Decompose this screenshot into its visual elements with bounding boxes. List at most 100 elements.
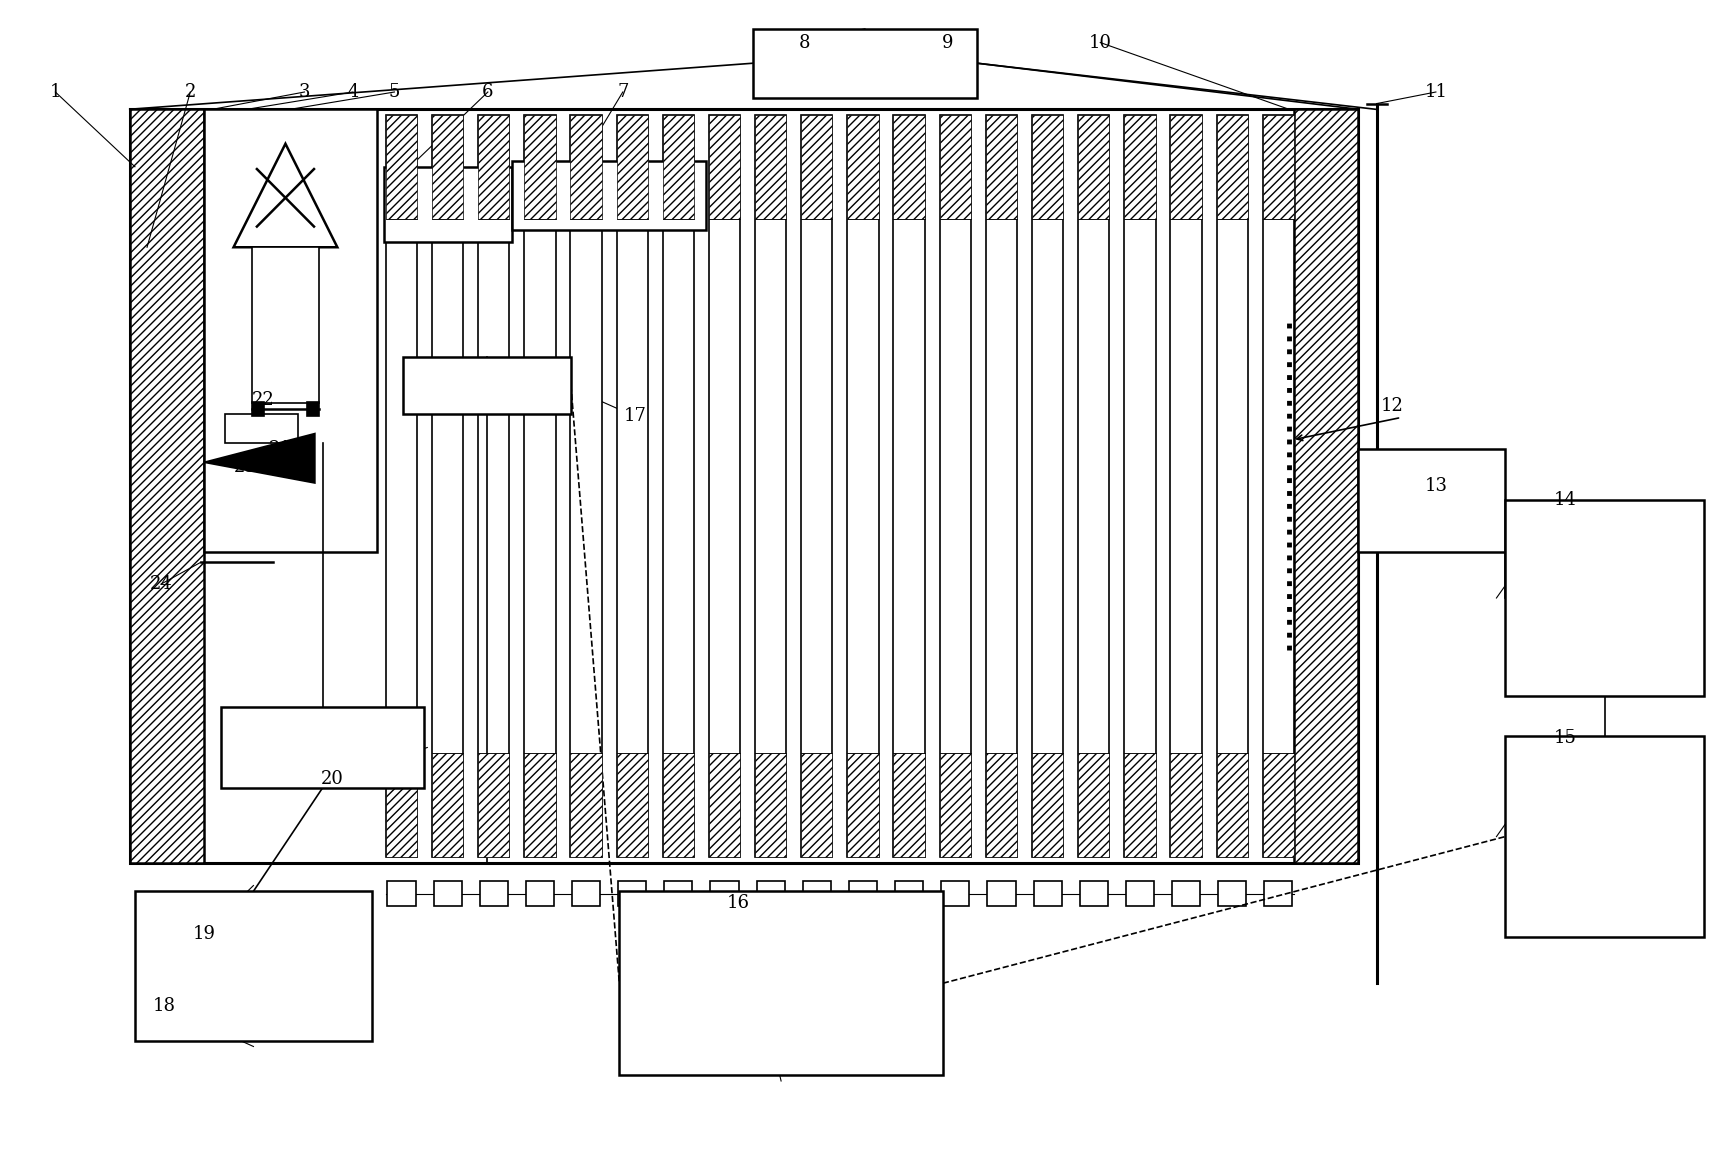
Bar [803, 881, 830, 906]
Bar [801, 115, 832, 857]
Bar [939, 753, 971, 857]
Bar [1078, 115, 1109, 218]
Text: 23: 23 [234, 458, 258, 476]
Bar [986, 115, 1017, 857]
Bar [479, 881, 509, 906]
Bar [432, 753, 464, 857]
Bar [512, 161, 706, 230]
Bar [1171, 115, 1202, 857]
Bar [939, 115, 971, 857]
Bar [1033, 115, 1064, 857]
Bar [986, 115, 1017, 218]
Text: 18: 18 [152, 997, 176, 1015]
Bar [1505, 500, 1704, 696]
Bar [1216, 115, 1247, 857]
Polygon shape [204, 434, 315, 483]
Bar [524, 115, 555, 218]
Bar [386, 753, 417, 857]
Bar [1078, 753, 1109, 857]
Bar [225, 414, 298, 443]
Bar [386, 115, 417, 857]
Text: 21: 21 [268, 439, 292, 458]
Bar [1078, 115, 1109, 857]
Bar [1216, 753, 1247, 857]
Text: 10: 10 [1088, 33, 1112, 52]
Bar [801, 753, 832, 857]
Bar [1263, 115, 1294, 218]
Bar [848, 115, 879, 218]
Bar [754, 115, 787, 857]
Bar [1263, 115, 1294, 857]
Bar [130, 109, 1358, 862]
Bar [986, 753, 1017, 857]
Text: 14: 14 [1554, 491, 1578, 509]
Bar [1033, 753, 1064, 857]
Bar [663, 115, 694, 218]
Bar [709, 753, 740, 857]
Bar [756, 881, 785, 906]
Bar [253, 247, 318, 402]
Text: 7: 7 [618, 83, 628, 101]
Bar [524, 753, 555, 857]
Bar [386, 115, 417, 218]
Bar [571, 115, 602, 857]
Bar [893, 115, 926, 857]
Bar [526, 881, 554, 906]
Bar [477, 115, 509, 218]
Bar [524, 115, 555, 857]
Text: 19: 19 [192, 925, 216, 943]
Bar [571, 115, 602, 218]
Bar [1171, 881, 1201, 906]
Text: 16: 16 [727, 894, 751, 912]
Bar [894, 881, 924, 906]
Bar [663, 753, 694, 857]
Bar [939, 115, 971, 218]
Bar [571, 753, 602, 857]
Bar [754, 753, 787, 857]
Bar [1124, 753, 1156, 857]
Bar [306, 402, 318, 416]
Bar [754, 115, 787, 218]
Bar [573, 881, 600, 906]
Bar [1358, 448, 1505, 552]
Bar [753, 29, 977, 98]
Text: 9: 9 [943, 33, 953, 52]
Bar [135, 891, 372, 1041]
Bar [893, 753, 926, 857]
Text: 2: 2 [185, 83, 195, 101]
Bar [434, 881, 462, 906]
Bar [432, 115, 464, 857]
Text: 24: 24 [149, 575, 173, 593]
Bar [477, 115, 509, 857]
Bar [616, 753, 647, 857]
Bar [619, 891, 943, 1075]
Text: 4: 4 [348, 83, 358, 101]
Bar [848, 753, 879, 857]
Bar [1294, 109, 1358, 862]
Text: 8: 8 [799, 33, 810, 52]
Bar [1505, 736, 1704, 937]
Bar [663, 115, 694, 857]
Bar [1171, 115, 1202, 218]
Bar [988, 881, 1016, 906]
Bar [709, 115, 740, 218]
Bar [403, 356, 571, 414]
Bar [664, 881, 692, 906]
Text: 3: 3 [299, 83, 310, 101]
Text: 11: 11 [1424, 83, 1448, 101]
Text: 22: 22 [251, 391, 275, 409]
Text: 5: 5 [389, 83, 400, 101]
Bar [1265, 881, 1292, 906]
Bar [384, 167, 512, 242]
Bar [1126, 881, 1154, 906]
Bar [1218, 881, 1246, 906]
Bar [1124, 115, 1156, 857]
Text: 1: 1 [50, 83, 61, 101]
Bar [432, 115, 464, 218]
Bar [711, 881, 739, 906]
Text: 13: 13 [1424, 477, 1448, 496]
Text: 6: 6 [483, 83, 493, 101]
Bar [204, 109, 377, 552]
Bar [618, 881, 647, 906]
Polygon shape [234, 144, 337, 247]
